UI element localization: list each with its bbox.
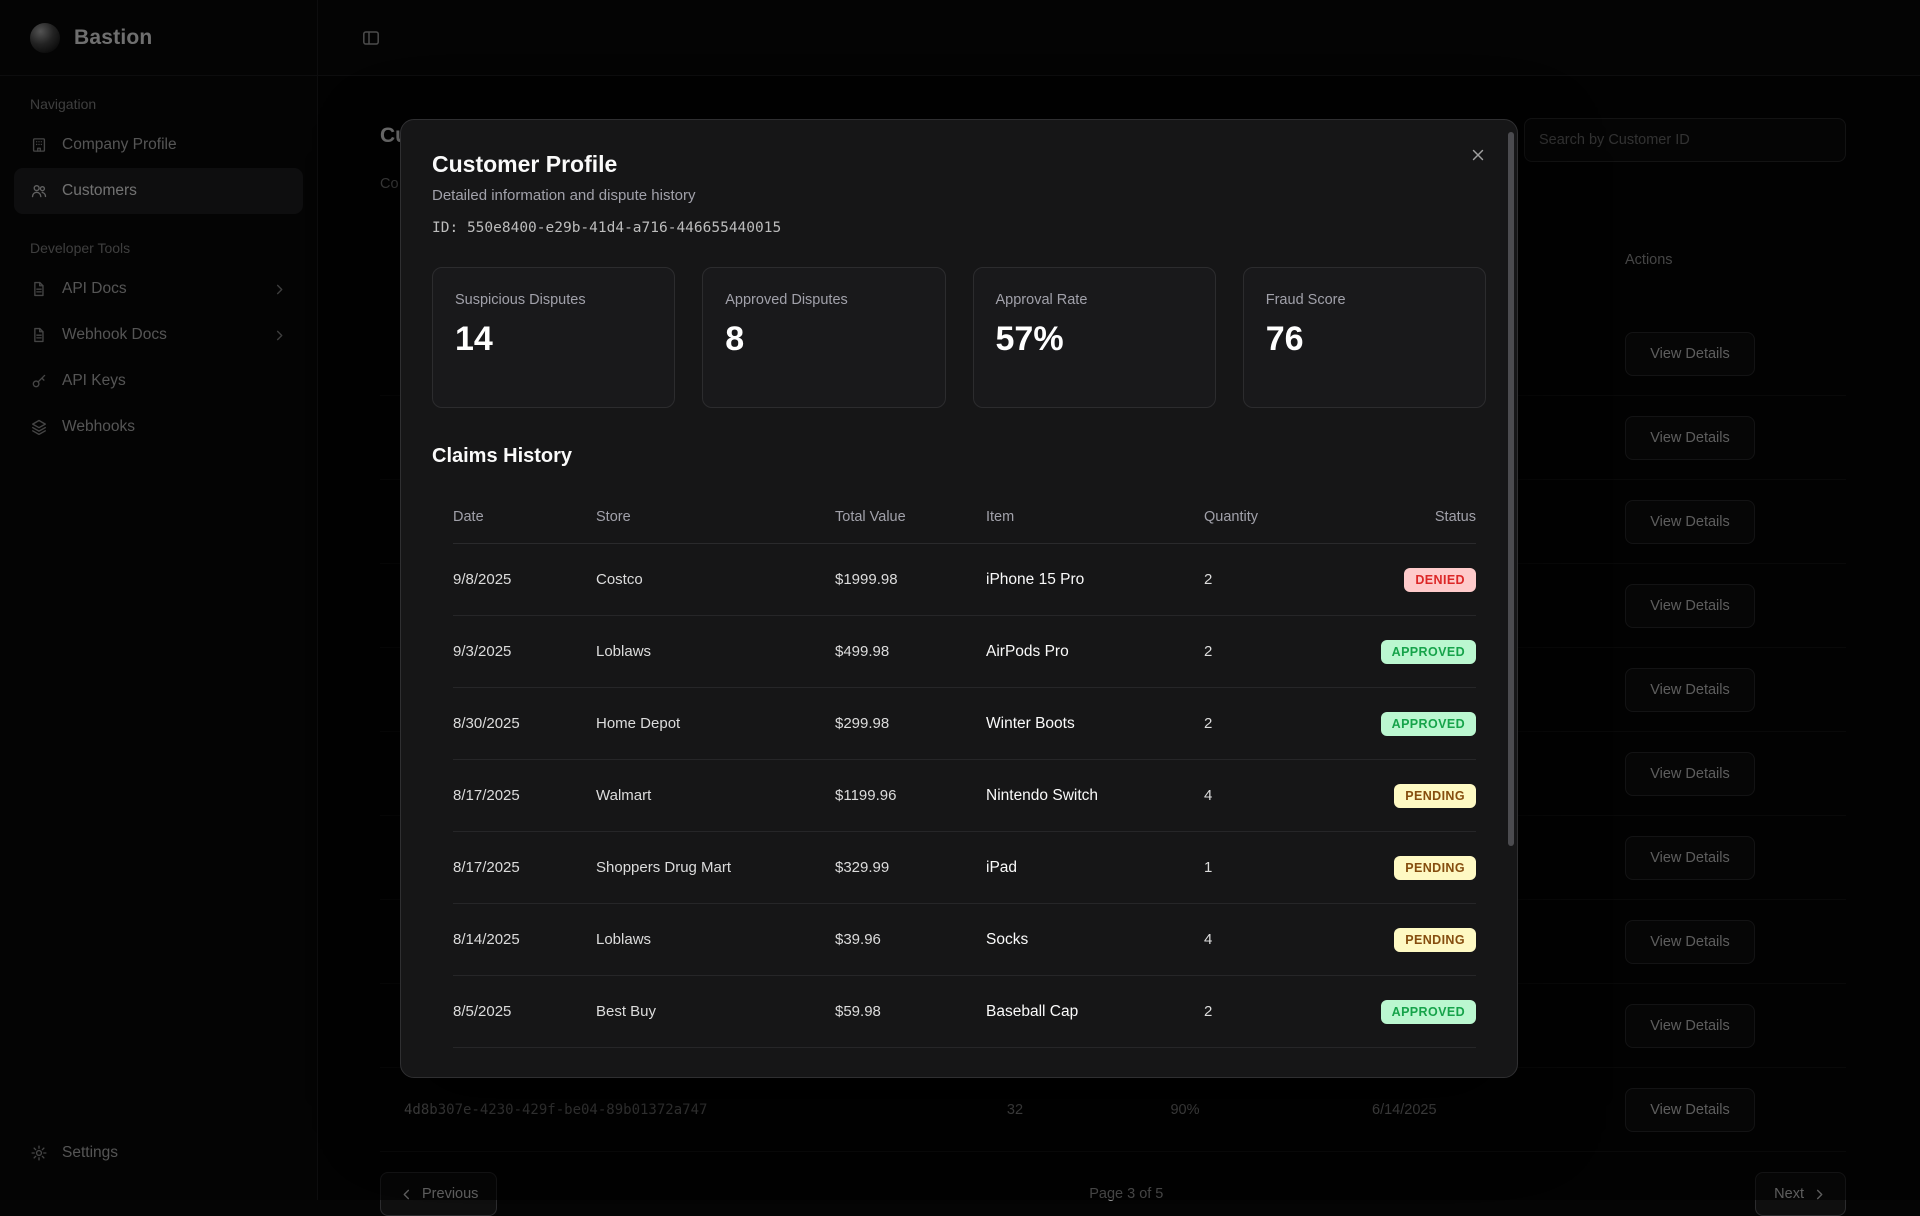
status-badge: APPROVED [1380, 999, 1476, 1024]
stat-card: Fraud Score 76 [1242, 267, 1486, 408]
column-header: Quantity [1204, 508, 1258, 525]
status-badge: APPROVED [1380, 711, 1476, 736]
claim-status: PENDING [1354, 927, 1476, 952]
claims-table: Date Store Total Value Item Quantity Status 9… [453, 490, 1476, 1048]
column-header: Item [986, 508, 1015, 525]
claim-total-value: $59.98 [835, 1003, 881, 1020]
column-header: Status [1434, 508, 1476, 525]
claims-row: 8/14/2025 Loblaws $39.96 Socks 4 PENDING [453, 904, 1476, 976]
claim-total-value: $39.96 [835, 931, 881, 948]
claim-status: APPROVED [1354, 711, 1476, 736]
modal-subtitle: Detailed information and dispute history [432, 187, 696, 204]
modal-title: Customer Profile [432, 151, 618, 177]
stat-value: 76 [1265, 320, 1304, 358]
claim-status: PENDING [1354, 783, 1476, 808]
claims-row: 8/17/2025 Walmart $1199.96 Nintendo Switch 4… [453, 760, 1476, 832]
claim-item: Socks [986, 930, 1029, 948]
claim-date: 9/8/2025 [453, 571, 512, 588]
status-badge: DENIED [1404, 567, 1476, 592]
claim-status: DENIED [1354, 567, 1476, 592]
claims-row: 9/3/2025 Loblaws $499.98 AirPods Pro 2 APPROV… [453, 616, 1476, 688]
claim-date: 8/14/2025 [453, 931, 520, 948]
claims-row: 8/30/2025 Home Depot $299.98 Winter Boots 2 A… [453, 688, 1476, 760]
stat-value: 8 [725, 320, 745, 358]
claim-store: Best Buy [596, 1003, 657, 1020]
claim-quantity: 4 [1204, 931, 1213, 948]
claim-quantity: 1 [1204, 859, 1213, 876]
claim-status: APPROVED [1354, 639, 1476, 664]
stat-label: Fraud Score [1265, 292, 1346, 308]
status-badge: APPROVED [1380, 639, 1476, 664]
status-badge: PENDING [1394, 783, 1476, 808]
claim-total-value: $329.99 [835, 859, 890, 876]
claim-store: Loblaws [596, 931, 652, 948]
claims-row: 8/5/2025 Best Buy $59.98 Baseball Cap 2 APPRO… [453, 976, 1476, 1048]
claim-date: 8/30/2025 [453, 715, 520, 732]
claim-quantity: 2 [1204, 715, 1213, 732]
column-header: Store [596, 508, 631, 525]
claim-date: 8/5/2025 [453, 1003, 512, 1020]
claim-store: Costco [596, 571, 643, 588]
claim-date: 9/3/2025 [453, 643, 512, 660]
claim-quantity: 2 [1204, 571, 1213, 588]
status-badge: PENDING [1394, 855, 1476, 880]
claims-table-header: Date Store Total Value Item Quantity Status [453, 490, 1476, 544]
claims-table-body: 9/8/2025 Costco $1999.98 iPhone 15 Pro 2 DENI… [453, 544, 1476, 1048]
claim-status: APPROVED [1354, 999, 1476, 1024]
claim-quantity: 2 [1204, 1003, 1213, 1020]
claim-store: Home Depot [596, 715, 681, 732]
claim-item: iPad [986, 858, 1018, 876]
claims-history-title: Claims History [432, 445, 573, 467]
claims-row: 9/8/2025 Costco $1999.98 iPhone 15 Pro 2 DENI… [453, 544, 1476, 616]
column-header: Date [453, 508, 484, 525]
claim-item: Nintendo Switch [986, 786, 1099, 804]
stat-label: Approved Disputes [725, 292, 848, 308]
claim-item: Baseball Cap [986, 1002, 1079, 1020]
claim-date: 8/17/2025 [453, 859, 520, 876]
claim-quantity: 2 [1204, 643, 1213, 660]
claim-total-value: $499.98 [835, 643, 890, 660]
claims-row: 8/17/2025 Shoppers Drug Mart $329.99 iPad 1 P… [453, 832, 1476, 904]
claim-item: iPhone 15 Pro [986, 570, 1085, 588]
stats-row: Suspicious Disputes 14 Approved Disputes 8 A… [432, 267, 1486, 408]
stat-card: Approved Disputes 8 [702, 267, 946, 408]
claim-status: PENDING [1354, 855, 1476, 880]
stat-label: Approval Rate [995, 292, 1088, 308]
stat-card: Approval Rate 57% [972, 267, 1216, 408]
id-value: 550e8400-e29b-41d4-a716-446655440015 [466, 220, 782, 236]
scrollbar-thumb[interactable] [1508, 132, 1514, 846]
claim-total-value: $1999.98 [835, 571, 898, 588]
claim-store: Walmart [596, 787, 652, 804]
close-icon[interactable] [1465, 142, 1491, 168]
id-label: ID: [432, 220, 459, 236]
claim-date: 8/17/2025 [453, 787, 520, 804]
customer-id-line: ID: 550e8400-e29b-41d4-a716-446655440015 [432, 219, 1486, 237]
claim-store: Shoppers Drug Mart [596, 859, 732, 876]
status-badge: PENDING [1394, 927, 1476, 952]
claim-item: AirPods Pro [986, 642, 1069, 660]
stat-value: 57% [995, 320, 1064, 358]
customer-profile-modal: Customer Profile Detailed information an… [400, 119, 1518, 1078]
stat-label: Suspicious Disputes [455, 292, 586, 308]
claim-store: Loblaws [596, 643, 652, 660]
claim-total-value: $1199.96 [835, 787, 897, 804]
column-header: Total Value [835, 508, 906, 525]
claim-item: Winter Boots [986, 714, 1075, 732]
claim-quantity: 4 [1204, 787, 1213, 804]
stat-value: 14 [455, 320, 493, 358]
stat-card: Suspicious Disputes 14 [432, 267, 676, 408]
claim-total-value: $299.98 [835, 715, 890, 732]
